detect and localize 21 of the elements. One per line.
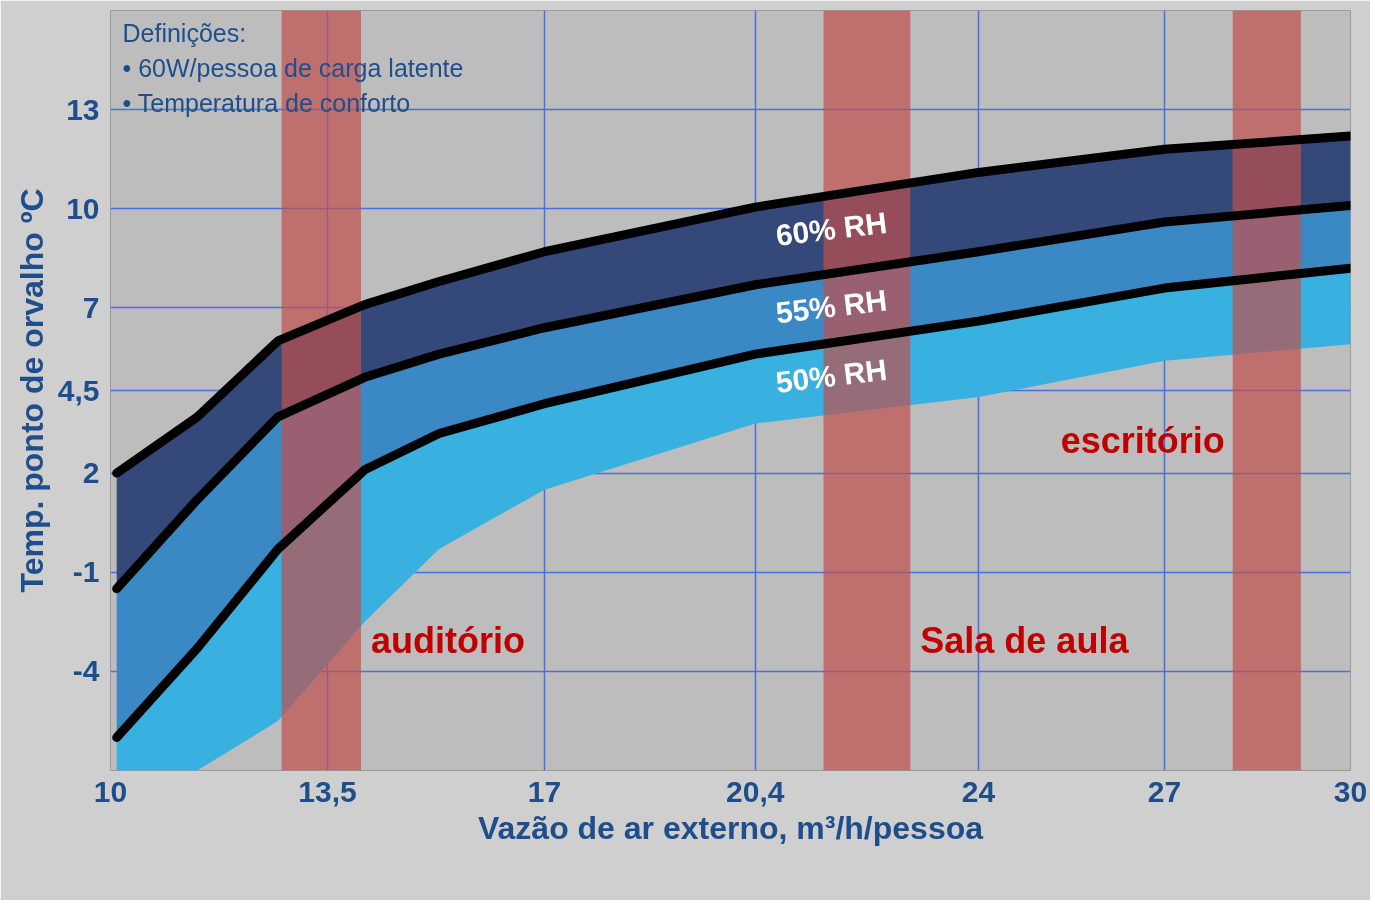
y-axis-title: Temp. ponto de orvalho ºC [13,188,50,593]
y-tick-label: -1 [72,555,100,589]
x-axis-title: Vazão de ar externo, m³/h/pessoa [477,809,984,846]
x-tick-label: 13,5 [298,774,357,808]
x-tick-label: 30 [1333,774,1368,808]
x-tick-label: 27 [1147,774,1182,808]
y-tick-label: 4,5 [57,373,100,407]
annotation: Definições: [122,18,247,47]
y-tick-label: 13 [66,92,100,126]
text: 55% RH [773,283,889,330]
y-tick-label: 2 [82,456,100,490]
y-tick-label: 10 [66,191,100,225]
text: 60% RH [773,205,889,252]
y-tick-label: -4 [72,654,100,688]
text: 50% RH [773,352,889,399]
x-tick-label: 17 [527,774,562,808]
x-tick-label: 20,4 [726,774,785,808]
annotation: • 60W/pessoa de carga latente [122,53,464,82]
band-label: auditório [370,620,525,661]
y-tick-label: 7 [82,290,100,324]
x-tick-label: 24 [961,774,996,808]
